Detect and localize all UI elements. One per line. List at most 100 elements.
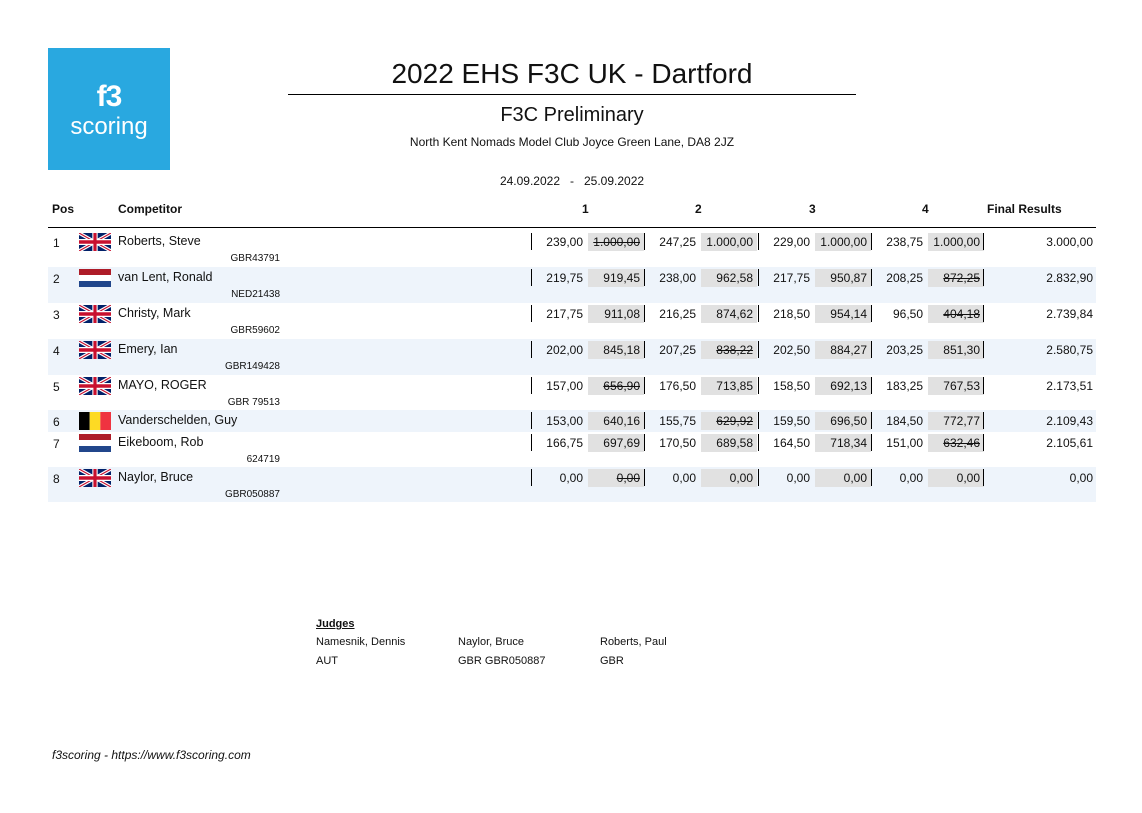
col-header-final-results: Final Results: [987, 202, 1062, 216]
discarded-round-score: 838,22: [716, 343, 753, 357]
round-divider: [758, 412, 759, 429]
final-result: 2.832,90: [1046, 271, 1093, 285]
round-divider: [644, 341, 645, 358]
round-score: 954,14: [830, 307, 867, 321]
final-result: 2.105,61: [1046, 436, 1093, 450]
table-row: 4 Emery, Ian GBR149428 202,00 845,18 207,25 83…: [48, 339, 1096, 375]
round-raw-score: 170,50: [659, 436, 696, 450]
round-divider: [531, 377, 532, 394]
round-divider: [871, 412, 872, 429]
round-raw-score: 176,50: [659, 379, 696, 393]
nl-flag: [79, 434, 111, 452]
table-row: 2 van Lent, Ronald NED21438 219,75 919,45 238…: [48, 267, 1096, 303]
round-score-box: [588, 377, 644, 395]
round-score: 1.000,00: [820, 235, 867, 249]
judges-title: Judges: [316, 618, 355, 630]
event-title: 2022 EHS F3C UK - Dartford: [288, 56, 856, 95]
round-score: 0,00: [956, 471, 980, 485]
be-flag: [79, 412, 111, 430]
round-raw-score: 158,50: [773, 379, 810, 393]
round-score-box: [588, 412, 644, 430]
judge-country: AUT: [316, 655, 338, 667]
final-result: 0,00: [1069, 471, 1093, 485]
position-value: 7: [53, 437, 60, 451]
round-score: 884,27: [830, 343, 867, 357]
position-value: 4: [53, 344, 60, 358]
competitor-license: GBR 79513: [227, 397, 280, 408]
round-score-box: [815, 341, 871, 359]
competitor-license: 624719: [246, 454, 280, 465]
round-score: 0,00: [729, 471, 753, 485]
round-raw-score: 238,00: [659, 271, 696, 285]
round-score: 692,13: [830, 379, 867, 393]
round-score-box: [701, 305, 757, 323]
competitor-name: Roberts, Steve: [118, 234, 201, 248]
col-header-competitor: Competitor: [118, 202, 182, 216]
round-score: 919,45: [603, 271, 640, 285]
gb-flag: [79, 233, 111, 251]
position-value: 6: [53, 415, 60, 429]
round-score-box: [701, 377, 757, 395]
round-raw-score: 0,00: [559, 471, 583, 485]
round-score-box: [588, 269, 644, 287]
round-divider: [871, 305, 872, 322]
round-score-box: [588, 341, 644, 359]
round-divider: [983, 305, 984, 322]
gb-flag: [79, 377, 111, 395]
round-raw-score: 151,00: [886, 436, 923, 450]
table-row: 5 MAYO, ROGER GBR 79513 157,00 656,90 176,50 7…: [48, 375, 1096, 410]
round-raw-score: 157,00: [546, 379, 583, 393]
competitor-name: Emery, Ian: [118, 342, 178, 356]
judge-country: GBR: [600, 655, 624, 667]
round-score-box: [815, 233, 871, 251]
competitor-name: MAYO, ROGER: [118, 378, 207, 392]
round-score-box: [815, 305, 871, 323]
round-raw-score: 216,25: [659, 307, 696, 321]
round-raw-score: 164,50: [773, 436, 810, 450]
table-row: 8 Naylor, Bruce GBR050887 0,00 0,00 0,00 0,00 0…: [48, 467, 1096, 502]
round-score-box: [588, 434, 644, 452]
round-divider: [644, 377, 645, 394]
event-dates: 24.09.2022 - 25.09.2022: [499, 174, 645, 188]
round-score: 718,34: [830, 436, 867, 450]
round-raw-score: 218,50: [773, 307, 810, 321]
round-score: 697,69: [603, 436, 640, 450]
competitor-name: Eikeboom, Rob: [118, 435, 204, 449]
final-result: 2.173,51: [1046, 379, 1093, 393]
judge-name: Roberts, Paul: [600, 636, 667, 648]
event-subtitle: F3C Preliminary: [500, 104, 644, 126]
round-raw-score: 0,00: [899, 471, 923, 485]
round-score-box: [701, 412, 757, 430]
round-score-box: [815, 469, 871, 487]
round-score-box: [928, 469, 984, 487]
competitor-license: GBR43791: [230, 253, 280, 264]
table-row: 6 Vanderschelden, Guy 153,00 640,16 155,75 62…: [48, 410, 1096, 432]
final-result: 2.109,43: [1046, 414, 1093, 428]
round-divider: [983, 269, 984, 286]
competitor-license: GBR149428: [224, 361, 280, 372]
round-divider: [871, 269, 872, 286]
round-score-box: [815, 412, 871, 430]
gb-flag: [79, 469, 111, 487]
round-score: 845,18: [603, 343, 640, 357]
round-raw-score: 247,25: [659, 235, 696, 249]
round-raw-score: 208,25: [886, 271, 923, 285]
round-divider: [983, 233, 984, 250]
round-divider: [871, 233, 872, 250]
nl-flag: [79, 269, 111, 287]
round-divider: [758, 305, 759, 322]
round-raw-score: 239,00: [546, 235, 583, 249]
round-raw-score: 166,75: [546, 436, 583, 450]
round-divider: [871, 469, 872, 486]
round-score-box: [701, 269, 757, 287]
round-score-box: [588, 469, 644, 487]
round-divider: [644, 269, 645, 286]
col-header-round-1: 1: [582, 202, 589, 216]
competitor-license: GBR59602: [230, 325, 280, 336]
gb-flag: [79, 305, 111, 323]
discarded-round-score: 629,92: [716, 414, 753, 428]
round-divider: [531, 269, 532, 286]
round-raw-score: 207,25: [659, 343, 696, 357]
round-raw-score: 202,00: [546, 343, 583, 357]
round-score: 689,58: [716, 436, 753, 450]
